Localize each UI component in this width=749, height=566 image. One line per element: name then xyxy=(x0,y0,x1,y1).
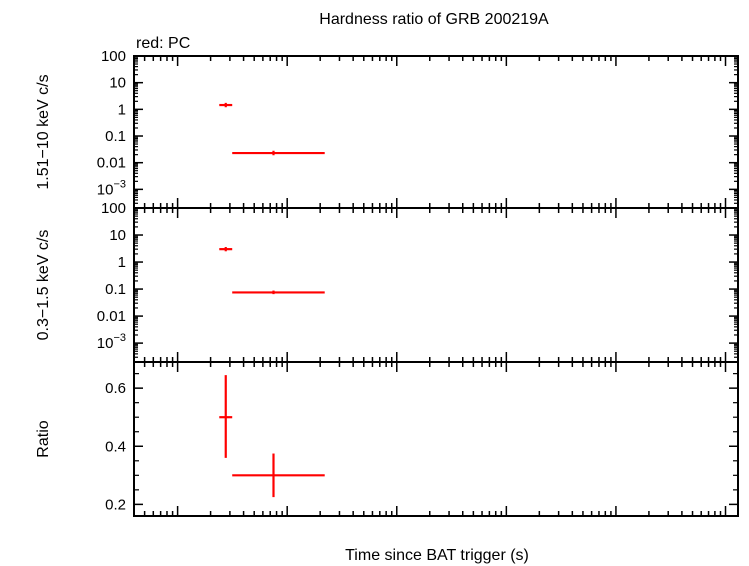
data-point xyxy=(219,375,233,458)
panel-bottom: 0.2 0.4 0.6 Ratio xyxy=(35,361,739,517)
y-tick-label: 100 xyxy=(101,200,126,217)
panel-middle: 100 10 1 0.1 0.01 10−3 0.3−1.5 keV c/s xyxy=(35,200,739,363)
panel-frame xyxy=(133,361,739,517)
data-point xyxy=(232,150,325,156)
data-point xyxy=(232,453,325,498)
y-tick-label: 10−3 xyxy=(97,332,126,352)
y-tick-label: 0.6 xyxy=(105,380,126,397)
y-tick-label: 1 xyxy=(118,254,126,271)
y-tick-label: 1 xyxy=(118,101,126,118)
x-axis-title: Time since BAT trigger (s) xyxy=(345,547,529,564)
series-color-note: red: PC xyxy=(136,35,190,52)
y-tick-label: 0.1 xyxy=(105,281,126,298)
y-tick-label: 100 xyxy=(101,48,126,65)
y-tick-label: 0.01 xyxy=(97,308,126,325)
panel-frame xyxy=(133,55,739,209)
data-point xyxy=(219,102,233,108)
y-axis-label: Ratio xyxy=(35,420,52,457)
chart-panels: 100 10 1 0.1 0.01 10−3 1.51−10 keV c/s 100 10 1 0.… xyxy=(35,48,739,517)
y-tick-label: 0.2 xyxy=(105,496,126,513)
data-point xyxy=(232,290,325,295)
y-axis-label: 1.51−10 keV c/s xyxy=(35,74,52,189)
panel-frame xyxy=(133,207,739,363)
data-point xyxy=(219,247,233,252)
y-tick-label: 0.1 xyxy=(105,128,126,145)
y-tick-label: 10 xyxy=(109,75,126,92)
chart-title: Hardness ratio of GRB 200219A xyxy=(319,11,549,28)
y-axis-label: 0.3−1.5 keV c/s xyxy=(35,230,52,341)
panel-top: 100 10 1 0.1 0.01 10−3 1.51−10 keV c/s xyxy=(35,48,739,209)
y-tick-label: 0.01 xyxy=(97,155,126,172)
y-tick-label: 10 xyxy=(109,227,126,244)
y-tick-label: 10−3 xyxy=(97,178,126,198)
y-tick-label: 0.4 xyxy=(105,438,126,455)
